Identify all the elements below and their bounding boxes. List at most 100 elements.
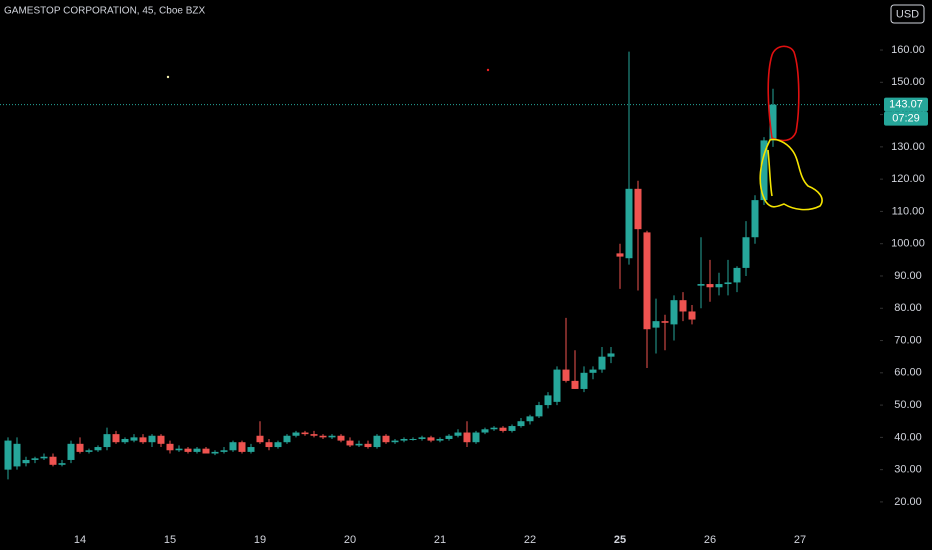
candle-body [418, 437, 426, 439]
annotation-red-loop [767, 45, 800, 142]
candle-body [598, 356, 606, 370]
candle-body [220, 450, 228, 452]
candle-body [193, 448, 201, 452]
candle-body [328, 435, 336, 438]
candle-body [580, 372, 588, 389]
candle-body [94, 447, 102, 451]
candle-body [400, 438, 408, 441]
candle-body [139, 437, 147, 443]
y-tick-label: 100.00 [891, 238, 925, 250]
candle-body [157, 435, 165, 444]
candle-body [184, 448, 192, 452]
candle-body [22, 459, 30, 464]
candle-body [310, 434, 318, 436]
candle-body [121, 438, 129, 443]
candle-body [589, 369, 597, 373]
y-tick-label: 30.00 [894, 464, 922, 476]
candle-body [679, 300, 687, 312]
candle-body [535, 405, 543, 417]
candle-body [760, 140, 768, 201]
candle-body [247, 447, 255, 452]
candle-body [409, 438, 417, 440]
candle-body [553, 369, 561, 402]
candle-body [13, 443, 21, 467]
countdown-badge [884, 111, 928, 126]
candle-body [202, 448, 210, 454]
candle-body [4, 440, 12, 470]
y-tick-label: 60.00 [894, 367, 922, 379]
currency[interactable]: USD [896, 8, 919, 20]
candle-body [490, 427, 498, 430]
y-tick-label: 20.00 [894, 496, 922, 508]
candle-body [697, 284, 705, 286]
candle-body [751, 200, 759, 238]
candle-body [292, 432, 300, 436]
chart-title: GAMESTOP CORPORATION, 45, Cboe BZX [4, 6, 205, 17]
candle-body [166, 443, 174, 451]
candle-body [67, 443, 75, 460]
candle-body [715, 284, 723, 288]
candle-body [733, 267, 741, 283]
candle-body [112, 434, 120, 443]
y-tick-label: 110.00 [892, 205, 925, 217]
candle-body [211, 451, 219, 454]
candle-body [382, 435, 390, 443]
candle-body [346, 440, 354, 446]
candle-body [472, 432, 480, 443]
candle-body [76, 443, 84, 452]
x-tick-label: 21 [434, 534, 446, 546]
candle-body [625, 188, 633, 259]
candle-body [364, 443, 372, 448]
candle-body [544, 395, 552, 406]
candle-body [517, 421, 525, 427]
marker-dot [166, 75, 170, 79]
x-tick-label: 25 [614, 534, 626, 546]
candle-body [85, 450, 93, 452]
y-tick-label: 90.00 [894, 270, 922, 282]
candle-body [634, 188, 642, 230]
countdown: 07:29 [892, 113, 920, 125]
candle-body [427, 437, 435, 441]
candle-body [463, 432, 471, 443]
y-tick-label: 80.00 [894, 302, 922, 314]
candle-body [49, 456, 57, 465]
candle-body [301, 432, 309, 435]
x-tick-label: 20 [344, 534, 356, 546]
annotation-yellow-loop [759, 138, 823, 211]
candle-body [337, 435, 345, 441]
candle-body [391, 440, 399, 443]
y-tick-label: 150.00 [891, 76, 925, 88]
y-tick-label: 50.00 [894, 399, 922, 411]
candle-body [274, 442, 282, 448]
x-tick-label: 22 [524, 534, 536, 546]
candle-body [670, 300, 678, 325]
candle-body [31, 458, 39, 460]
candle-body [238, 442, 246, 452]
currency-badge[interactable] [890, 4, 925, 24]
candle-body [319, 435, 327, 438]
candle-body [265, 442, 273, 448]
candle-body [571, 380, 579, 389]
candle-body [688, 311, 696, 320]
candle-body [607, 353, 615, 357]
candle-body [742, 237, 750, 268]
x-tick-label: 15 [164, 534, 176, 546]
marker-dot [486, 68, 490, 72]
candle-body [256, 435, 264, 443]
y-tick-label: 160.00 [891, 44, 925, 56]
y-tick-label: 120.00 [891, 173, 925, 185]
candle-body [436, 438, 444, 441]
candle-body [130, 437, 138, 441]
x-tick-label: 19 [254, 534, 266, 546]
candle-body [652, 321, 660, 328]
candle-body [229, 442, 237, 451]
candle-body [481, 429, 489, 433]
candle-body [103, 434, 111, 448]
candle-body [58, 463, 66, 465]
last-price-badge [884, 97, 928, 112]
candle-body [499, 427, 507, 431]
candle-body [355, 443, 363, 446]
candle-body [643, 232, 651, 330]
